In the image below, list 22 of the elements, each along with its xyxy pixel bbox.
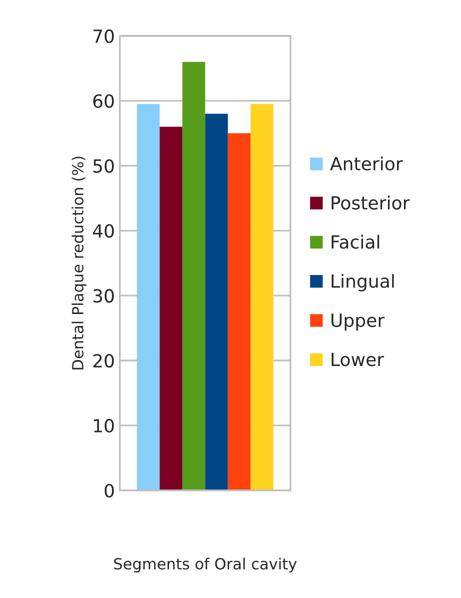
- y-tick-label: 40: [92, 224, 114, 238]
- y-tick-label: 70: [94, 29, 114, 43]
- bar: [182, 62, 206, 490]
- y-tick-label: 0: [104, 484, 114, 498]
- x-axis-title: Segments of Oral cavity: [114, 558, 297, 573]
- y-axis-title: Dental Plaque reduction (%): [72, 156, 86, 370]
- bar: [228, 133, 251, 490]
- y-tick-label: 10: [94, 418, 114, 433]
- legend-label: Facial: [332, 234, 380, 249]
- y-tick-label: 50: [93, 159, 114, 173]
- legend-label: Upper: [332, 314, 385, 331]
- bar: [250, 104, 274, 490]
- y-tick-label: 60: [93, 94, 114, 108]
- bar: [136, 104, 160, 490]
- y-tick-label: 20: [93, 354, 114, 368]
- legend-label: Posterior: [332, 196, 410, 210]
- legend-label: Lower: [332, 352, 384, 366]
- bar: [205, 114, 228, 490]
- bar: [160, 126, 182, 490]
- y-tick-label: 30: [93, 289, 114, 303]
- legend-label: Lingual: [332, 274, 394, 292]
- legend-label: Anterior: [330, 156, 403, 171]
